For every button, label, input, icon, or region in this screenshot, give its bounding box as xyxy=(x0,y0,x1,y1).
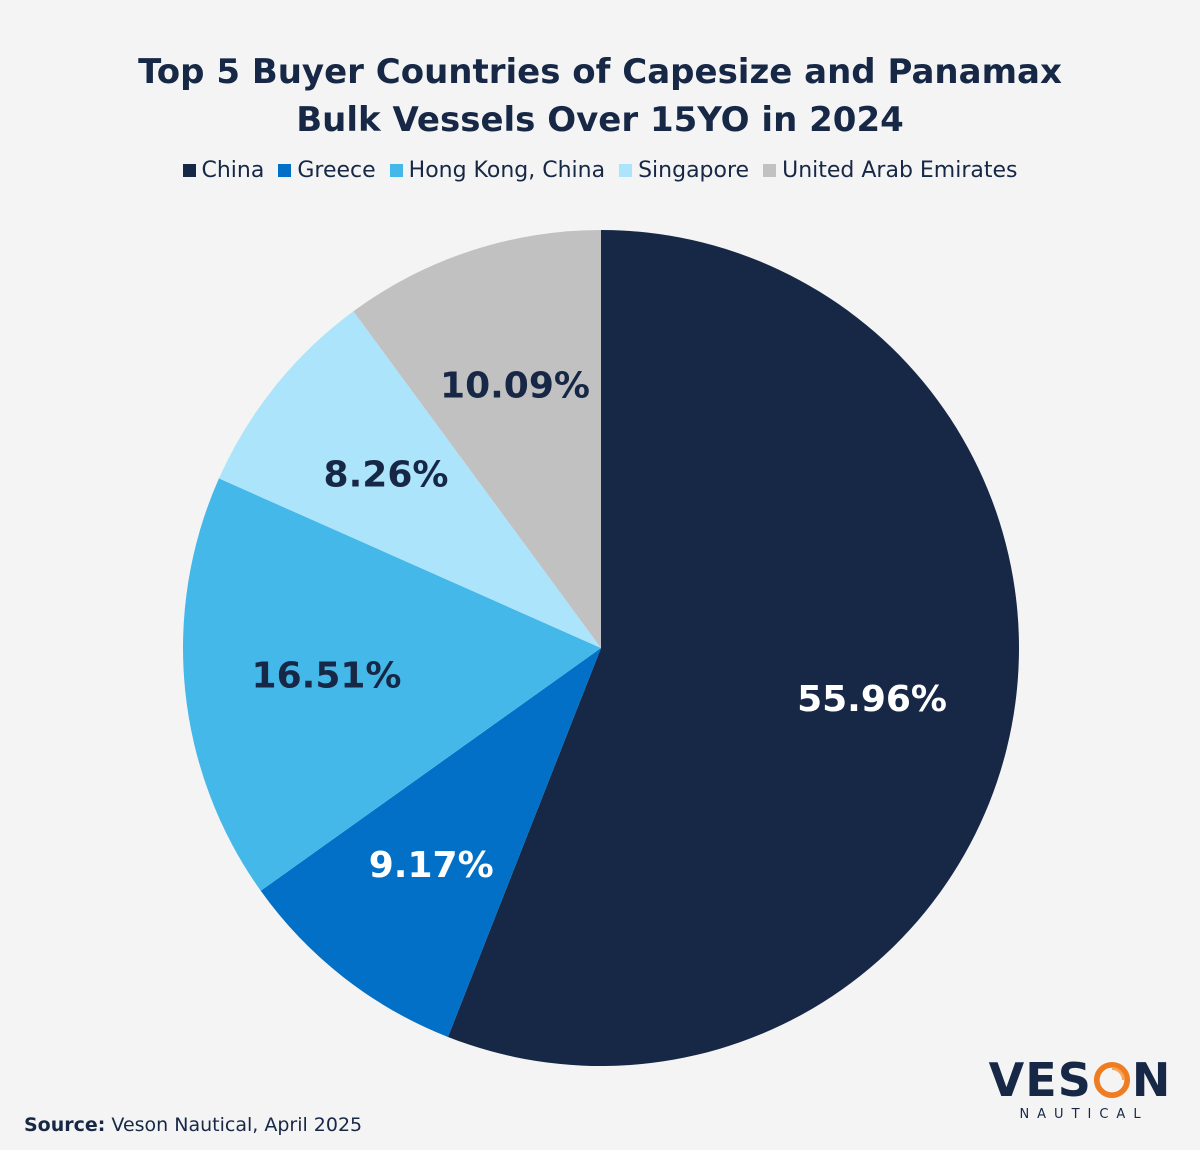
pie-slice-united-arab-emirates xyxy=(353,230,601,648)
source-label: Source: xyxy=(24,1114,106,1136)
pie-label-singapore: 8.26% xyxy=(324,455,449,496)
pie-label-hong-kong-china: 16.51% xyxy=(252,655,402,696)
legend-swatch-uae xyxy=(763,164,777,177)
source-note: Source: Veson Nautical, April 2025 xyxy=(24,1114,362,1136)
legend-item-hong-kong: Hong Kong, China xyxy=(389,158,606,183)
pie-label-united-arab-emirates: 10.09% xyxy=(440,365,590,406)
legend-item-greece: Greece xyxy=(278,158,376,183)
legend-label-uae: United Arab Emirates xyxy=(782,158,1018,183)
legend-swatch-china xyxy=(182,164,196,177)
legend-swatch-hong-kong xyxy=(389,164,403,177)
source-text: Veson Nautical, April 2025 xyxy=(105,1114,363,1136)
chart-title: Top 5 Buyer Countries of Capesize and Pa… xyxy=(0,48,1200,144)
logo-wordmark: VES N xyxy=(985,1055,1175,1105)
pie-slice-china xyxy=(447,230,1019,1066)
pie-label-china: 55.96% xyxy=(797,679,947,720)
legend-swatch-singapore xyxy=(619,164,633,177)
legend-label-greece: Greece xyxy=(297,158,376,183)
legend-item-singapore: Singapore xyxy=(619,158,749,183)
pie-slice-hong-kong-china xyxy=(182,478,601,891)
chart-title-line-2: Bulk Vessels Over 15YO in 2024 xyxy=(296,100,904,140)
logo-word-left: VES xyxy=(988,1053,1092,1107)
logo-word-right: N xyxy=(1131,1053,1172,1107)
legend-label-china: China xyxy=(201,158,265,183)
legend-swatch-greece xyxy=(278,164,292,177)
pie-labels: 55.96% 9.17% 16.51% 8.26% 10.09% xyxy=(252,365,947,886)
pie-slices xyxy=(182,230,1019,1066)
logo-subtitle: NAUTICAL xyxy=(1019,1107,1149,1122)
veson-logo: VES N NAUTICAL xyxy=(985,1055,1175,1122)
logo-ring-icon xyxy=(1093,1061,1130,1099)
pie-slice-greece xyxy=(260,648,601,1037)
legend-item-uae: United Arab Emirates xyxy=(763,158,1018,183)
pie-slice-singapore xyxy=(218,311,601,648)
legend-label-hong-kong: Hong Kong, China xyxy=(408,158,606,183)
chart-legend: China Greece Hong Kong, China Singapore … xyxy=(0,158,1200,183)
legend-label-singapore: Singapore xyxy=(638,158,750,183)
pie-label-greece: 9.17% xyxy=(369,845,494,886)
legend-item-china: China xyxy=(182,158,265,183)
chart-title-line-1: Top 5 Buyer Countries of Capesize and Pa… xyxy=(138,52,1062,92)
